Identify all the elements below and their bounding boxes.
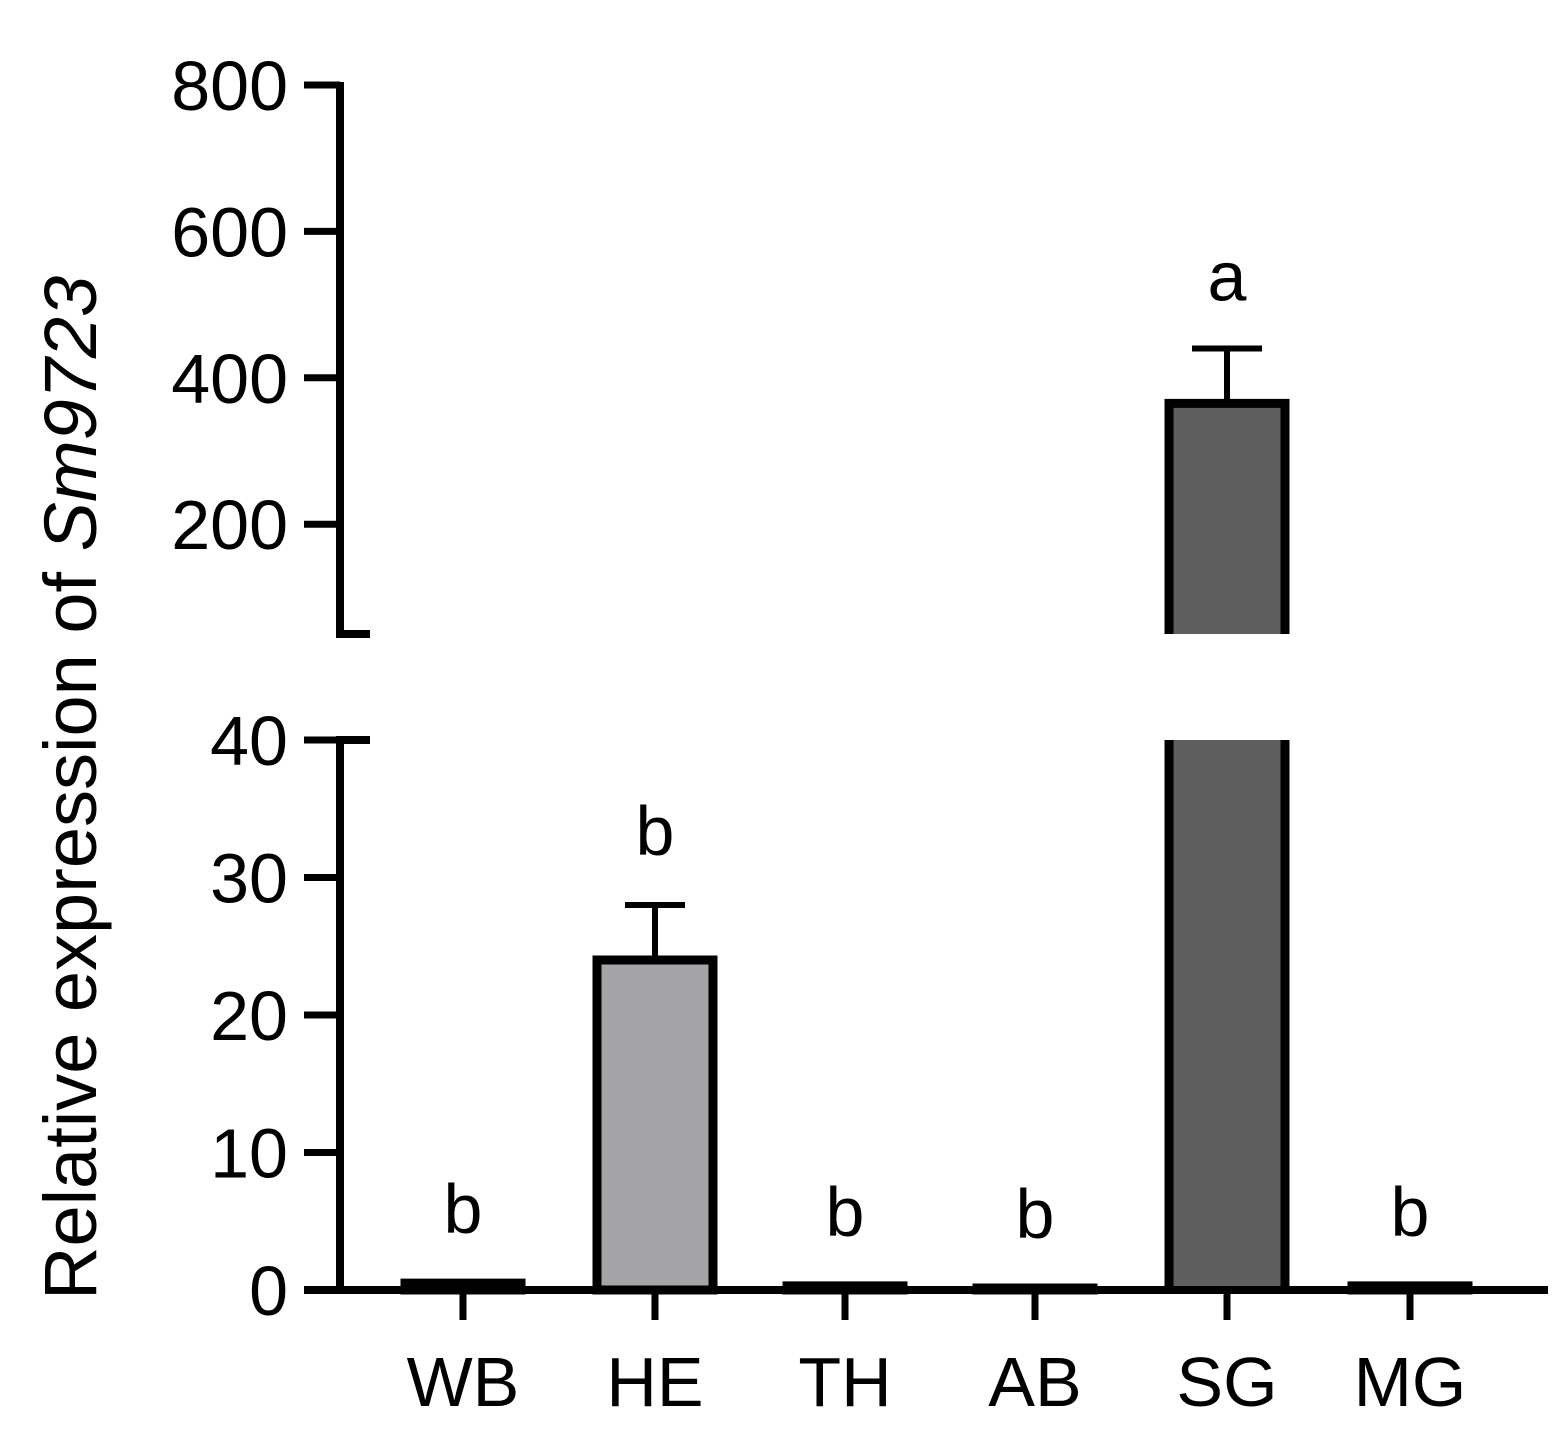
x-tick-label-wb: WB xyxy=(407,1343,520,1421)
bar-sg-lower xyxy=(1169,740,1285,1290)
x-tick-label-ab: AB xyxy=(988,1343,1081,1421)
y-tick-label-800: 800 xyxy=(171,47,288,125)
x-tick-label-sg: SG xyxy=(1176,1343,1277,1421)
y-tick-label-200: 200 xyxy=(171,486,288,564)
y-tick-label-10: 10 xyxy=(210,1115,288,1193)
significance-label-sg: a xyxy=(1208,238,1247,316)
significance-label-ab: b xyxy=(1016,1175,1055,1253)
significance-label-he: b xyxy=(636,792,675,870)
y-tick-label-20: 20 xyxy=(210,977,288,1055)
y-tick-label-40: 40 xyxy=(210,702,288,780)
significance-label-wb: b xyxy=(444,1170,483,1248)
axes-layer xyxy=(304,81,1548,1320)
y-tick-label-30: 30 xyxy=(210,840,288,918)
y-tick-label-600: 600 xyxy=(171,193,288,271)
significance-label-th: b xyxy=(826,1173,865,1251)
y-axis-title: Relative expression of Sm9723 xyxy=(29,276,112,1300)
bar-he xyxy=(592,955,718,1295)
y-axis-title-gene: Sm9723 xyxy=(29,276,112,552)
significance-label-mg: b xyxy=(1391,1173,1430,1251)
y-tick-label-400: 400 xyxy=(171,340,288,418)
x-tick-label-he: HE xyxy=(606,1343,703,1421)
y-axis-title-prefix: Relative expression of xyxy=(29,551,112,1300)
x-tick-label-th: TH xyxy=(798,1343,891,1421)
bar-sg-upper xyxy=(1169,403,1285,634)
labels-layer: b WB b HE b TH b AB a SG b MG 0 10 20 30 40 200 400 600 800 xyxy=(171,47,1466,1421)
x-tick-label-mg: MG xyxy=(1354,1343,1467,1421)
bars-layer xyxy=(400,345,1473,1295)
y-tick-label-0: 0 xyxy=(249,1252,288,1330)
